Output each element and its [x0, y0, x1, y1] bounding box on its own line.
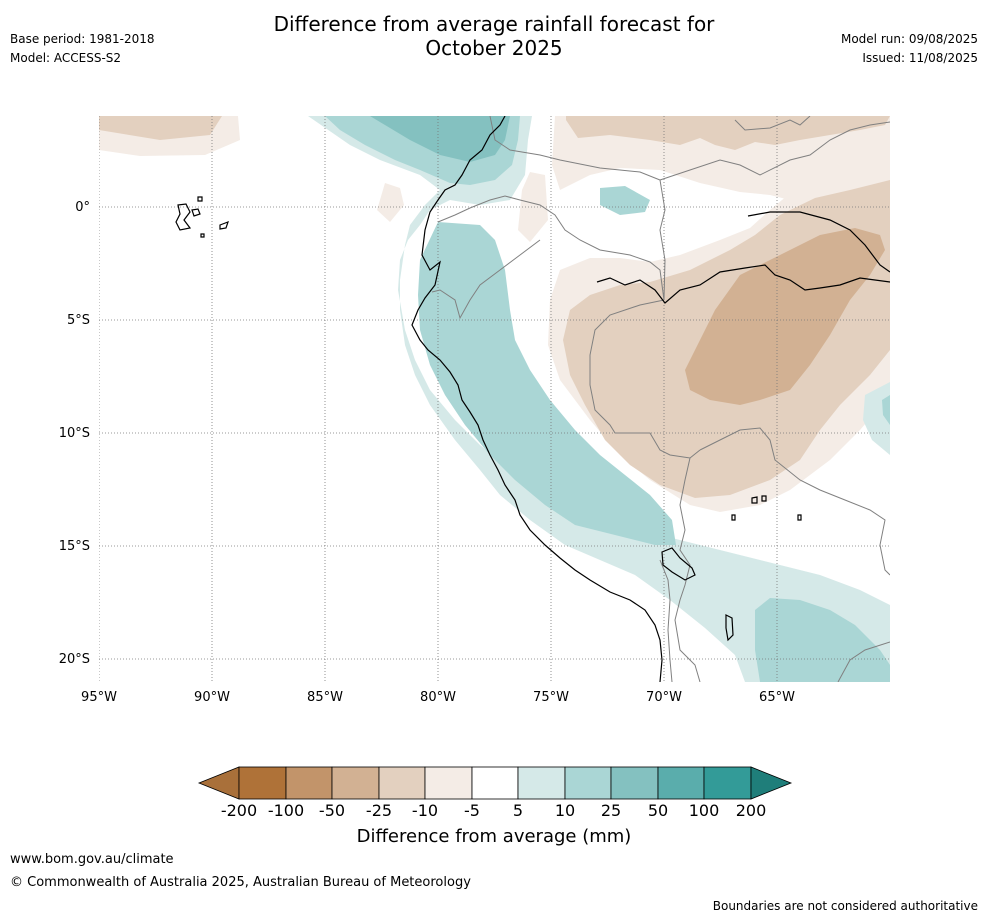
lon-label-85w: 85°W — [307, 690, 343, 705]
lat-label-5s: 5°S — [67, 313, 90, 328]
graticule — [99, 116, 890, 682]
colorbar — [197, 766, 793, 800]
dry-region-small-offshore — [377, 183, 404, 222]
colorbar-bin-10-25 — [564, 766, 612, 800]
colorbar-tick: -5 — [464, 801, 480, 820]
colorbar-tick: 200 — [736, 801, 767, 820]
border-south-east — [837, 641, 890, 682]
colorbar-bin-m50-m25 — [331, 766, 380, 800]
colorbar-tick: 25 — [601, 801, 621, 820]
title-line-1: Difference from average rainfall forecas… — [273, 12, 715, 36]
colorbar-tick: 50 — [648, 801, 668, 820]
country-borders — [431, 116, 890, 682]
wet-region-north-core — [370, 116, 510, 162]
galapagos-san-cristobal — [219, 220, 229, 230]
dry-region-north — [552, 116, 890, 258]
colorbar-bin-m200-m100 — [238, 766, 287, 800]
amazon-river-north — [747, 211, 890, 273]
border-colombia-ecuador — [437, 195, 665, 301]
wet-region-east-core — [882, 395, 890, 425]
colorbar-tick: -200 — [221, 801, 257, 820]
colorbar-ticks: -200 -100 -50 -25 -10 -5 5 10 25 50 100 … — [221, 801, 766, 820]
footer-url: www.bom.gov.au/climate — [10, 852, 174, 867]
bolivia-lake — [725, 614, 734, 642]
galapagos-floreana — [200, 233, 205, 238]
longitude-labels: 95°W 90°W 85°W 80°W 75°W 70°W 65°W — [81, 690, 795, 705]
galapagos-north-islet — [197, 196, 203, 202]
title-line-2: October 2025 — [425, 36, 563, 60]
lon-label-95w: 95°W — [81, 690, 117, 705]
colorbar-tick: 5 — [513, 801, 523, 820]
colorbar-tick: -50 — [319, 801, 345, 820]
border-venezuela-east — [734, 116, 811, 131]
colorbar-bin-m25-m10 — [378, 766, 426, 800]
pacific-coastline — [411, 116, 663, 682]
chart-title: Difference from average rainfall forecas… — [244, 12, 744, 60]
colorbar-tick: -10 — [412, 801, 438, 820]
border-peru-bolivia — [674, 457, 701, 682]
issued-date: Issued: 11/08/2025 — [862, 51, 978, 65]
colorbar-arrow-high — [750, 766, 793, 800]
border-peru-brazil — [589, 299, 701, 459]
border-bolivia — [699, 427, 890, 576]
border-chile-bolivia — [659, 559, 673, 682]
lon-label-90w: 90°W — [194, 690, 230, 705]
map-plot-area — [99, 116, 890, 682]
amazon-river — [596, 264, 890, 304]
small-lake-1 — [751, 496, 758, 504]
lat-label-15s: 15°S — [59, 539, 90, 554]
colorbar-bin-50-100 — [657, 766, 705, 800]
lon-label-75w: 75°W — [533, 690, 569, 705]
dry-region-small-andes — [518, 172, 548, 242]
small-lake-3 — [731, 514, 736, 521]
colorbar-bin-m10-m5 — [424, 766, 473, 800]
lat-label-20s: 20°S — [59, 652, 90, 667]
colorbar-bin-25-50 — [610, 766, 659, 800]
base-period: Base period: 1981-2018 — [10, 32, 155, 46]
colorbar-tick: -100 — [268, 801, 304, 820]
dry-region-amazon-core — [685, 228, 885, 405]
colorbar-bin-5-10 — [517, 766, 566, 800]
latitude-labels: 0° 5°S 10°S 15°S 20°S — [59, 200, 90, 667]
border-colombia-venezuela — [489, 116, 666, 301]
colorbar-tick: 10 — [555, 801, 575, 820]
colorbar-tick: 100 — [689, 801, 720, 820]
lake-titicaca — [661, 547, 696, 581]
lon-label-70w: 70°W — [646, 690, 682, 705]
dry-region-northwest-core — [99, 116, 222, 140]
small-lake-4 — [797, 514, 802, 521]
border-venezuela-brazil — [659, 121, 890, 181]
galapagos-santa-cruz — [191, 208, 201, 217]
wet-region-ocean-small — [600, 186, 650, 215]
wet-region-coastal-band — [418, 222, 676, 545]
colorbar-arrow-low — [197, 766, 240, 800]
colorbar-tick: -25 — [366, 801, 392, 820]
coastlines — [175, 116, 890, 682]
galapagos-isabela — [175, 203, 192, 231]
colorbar-bin-m5-5 — [471, 766, 519, 800]
model-name: Model: ACCESS-S2 — [10, 51, 122, 65]
colorbar-bin-m100-m50 — [285, 766, 333, 800]
colorbar-bin-100-200 — [703, 766, 752, 800]
footer-note: Boundaries are not considered authoritat… — [712, 899, 978, 913]
border-ecuador-peru — [431, 239, 541, 320]
lon-label-80w: 80°W — [420, 690, 456, 705]
wet-region-south-core — [755, 598, 890, 682]
lon-label-65w: 65°W — [759, 690, 795, 705]
lat-label-0: 0° — [75, 200, 90, 215]
colorbar-title: Difference from average (mm) — [356, 826, 632, 847]
dry-region-north-core — [566, 116, 890, 150]
lat-label-10s: 10°S — [59, 426, 90, 441]
model-run: Model run: 09/08/2025 — [840, 32, 978, 46]
small-lake-2 — [761, 495, 767, 502]
footer-copyright: © Commonwealth of Australia 2025, Austra… — [10, 875, 471, 890]
